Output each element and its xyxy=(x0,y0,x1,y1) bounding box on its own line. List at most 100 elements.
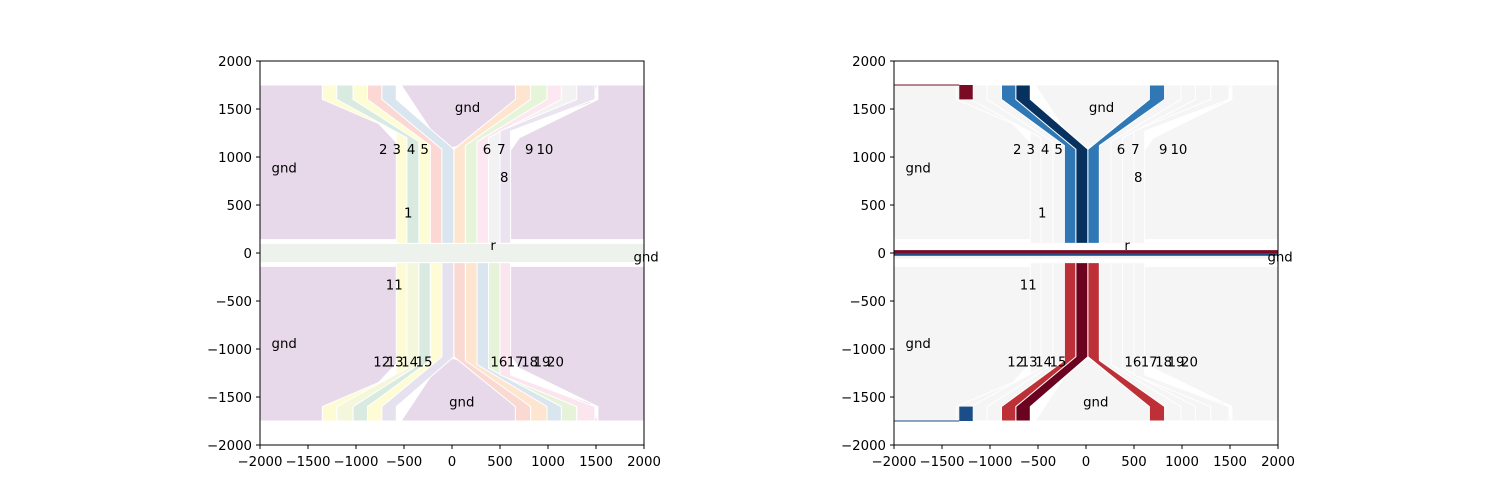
y-tick-label: 500 xyxy=(227,199,252,214)
y-tick-label: 1500 xyxy=(218,103,252,118)
y-tick-label: 0 xyxy=(878,247,886,262)
reservoir-strip xyxy=(894,253,1278,256)
region-label: 10 xyxy=(1170,143,1187,158)
y-tick-label: 0 xyxy=(244,247,252,262)
region-label: 20 xyxy=(1181,355,1198,370)
region-label: 16 xyxy=(490,355,507,370)
reservoir-strip xyxy=(259,242,645,264)
region-label: 9 xyxy=(525,143,533,158)
region-label: 5 xyxy=(420,143,428,158)
region-label: 5 xyxy=(1054,143,1062,158)
gate-10 xyxy=(499,84,596,244)
region-label: 8 xyxy=(1134,171,1142,186)
region-label: gnd xyxy=(906,161,931,176)
region-label: 18 xyxy=(521,355,538,370)
region-label: 17 xyxy=(507,355,524,370)
x-tick-label: 500 xyxy=(1121,455,1146,470)
region-label: 2 xyxy=(379,143,387,158)
region-label: 7 xyxy=(497,143,505,158)
y-tick-label: 2000 xyxy=(218,55,252,70)
y-tick-label: −1500 xyxy=(207,391,252,406)
region-label: 15 xyxy=(1050,355,1067,370)
y-tick-label: 2000 xyxy=(852,55,886,70)
y-tick-label: −1500 xyxy=(841,391,886,406)
region-label: 1 xyxy=(1038,206,1046,221)
x-tick-label: −1000 xyxy=(334,455,379,470)
y-tick-label: −1000 xyxy=(841,343,886,358)
y-tick-label: 1000 xyxy=(852,151,886,166)
region-label: 13 xyxy=(1021,355,1038,370)
region-label: 2 xyxy=(1013,143,1021,158)
region-label: gnd xyxy=(633,251,658,266)
y-tick-label: −2000 xyxy=(841,439,886,454)
region-label: 13 xyxy=(387,355,404,370)
region-label: gnd xyxy=(1089,101,1114,116)
region-label: 19 xyxy=(1168,355,1185,370)
region-label: 12 xyxy=(1007,355,1024,370)
region-label: 17 xyxy=(1141,355,1158,370)
y-tick-label: −500 xyxy=(849,295,886,310)
region-label: 11 xyxy=(1020,278,1037,293)
gate-10 xyxy=(1133,84,1230,244)
region-label: 9 xyxy=(1159,143,1167,158)
region-label: 6 xyxy=(1117,143,1125,158)
region-label: 11 xyxy=(386,278,403,293)
gnd-region xyxy=(505,265,645,422)
region-label: 20 xyxy=(547,355,564,370)
x-tick-label: −2000 xyxy=(872,455,917,470)
region-label: gnd xyxy=(272,161,297,176)
region-label: gnd xyxy=(906,337,931,352)
x-tick-label: 2000 xyxy=(627,455,661,470)
x-tick-label: 0 xyxy=(1082,455,1090,470)
y-tick-label: −1000 xyxy=(207,343,252,358)
region-label: 8 xyxy=(500,171,508,186)
region-label: 19 xyxy=(534,355,551,370)
region-label: 4 xyxy=(407,143,415,158)
x-tick-label: −1500 xyxy=(286,455,331,470)
y-tick-label: 1000 xyxy=(218,151,252,166)
region-label: 1 xyxy=(404,206,412,221)
region-label: 14 xyxy=(1035,355,1052,370)
region-label: 15 xyxy=(416,355,433,370)
region-label: 14 xyxy=(401,355,418,370)
y-tick-label: −2000 xyxy=(207,439,252,454)
y-tick-label: 500 xyxy=(861,199,886,214)
region-label: gnd xyxy=(1083,396,1108,411)
gnd-region xyxy=(1139,84,1279,241)
region-label: 12 xyxy=(373,355,390,370)
y-tick-label: 1500 xyxy=(852,103,886,118)
x-tick-label: −1500 xyxy=(920,455,965,470)
region-label: 6 xyxy=(483,143,491,158)
reservoir-strip xyxy=(894,250,1278,253)
reservoir-strip xyxy=(894,255,1278,259)
region-label: 10 xyxy=(536,143,553,158)
region-label: gnd xyxy=(449,396,474,411)
x-tick-label: 1500 xyxy=(579,455,613,470)
x-tick-label: 500 xyxy=(487,455,512,470)
gate-20 xyxy=(499,262,596,422)
x-tick-label: −2000 xyxy=(238,455,283,470)
y-tick-label: −500 xyxy=(215,295,252,310)
contact-pad xyxy=(959,85,973,100)
x-tick-label: 2000 xyxy=(1261,455,1295,470)
x-tick-label: 1000 xyxy=(1165,455,1199,470)
region-label: 3 xyxy=(1026,143,1034,158)
region-label: r xyxy=(1124,239,1130,254)
region-label: 16 xyxy=(1124,355,1141,370)
x-tick-label: −1000 xyxy=(968,455,1013,470)
x-tick-label: 1000 xyxy=(531,455,565,470)
region-label: gnd xyxy=(272,337,297,352)
region-label: 4 xyxy=(1041,143,1049,158)
region-label: 18 xyxy=(1155,355,1172,370)
region-label: 3 xyxy=(392,143,400,158)
gate-20 xyxy=(1133,262,1230,422)
region-label: gnd xyxy=(1267,251,1292,266)
x-tick-label: 0 xyxy=(448,455,456,470)
gnd-region xyxy=(1139,265,1279,422)
gnd-region xyxy=(505,84,645,241)
x-tick-label: −500 xyxy=(1020,455,1057,470)
region-label: 7 xyxy=(1131,143,1139,158)
